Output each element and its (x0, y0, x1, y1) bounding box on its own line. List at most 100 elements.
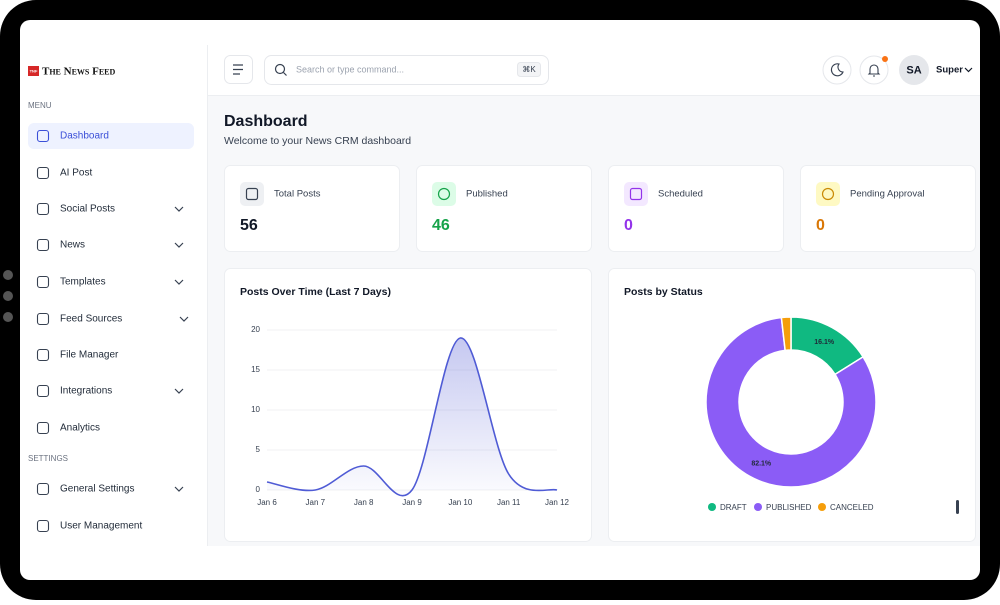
y-tick-label: 20 (251, 325, 260, 334)
shortcut: ⌘K (522, 65, 536, 74)
nav-chevron (174, 388, 184, 394)
x-tick-label: Jan 9 (402, 498, 422, 507)
stat-value: 0 (624, 217, 633, 234)
logo-mark (28, 66, 39, 76)
user-chevron (964, 67, 973, 73)
nav-icon (36, 348, 50, 362)
line-area (267, 337, 557, 496)
nav-icon (36, 166, 50, 180)
stat-icon-bg (624, 182, 648, 206)
nav-icon (36, 202, 50, 216)
scrollbar (956, 500, 959, 514)
menu-heading: MENU (28, 101, 52, 110)
stat-value: 56 (240, 217, 258, 234)
nav-chevron (174, 279, 184, 285)
nav-icon (36, 384, 50, 398)
stat-icon (629, 187, 643, 201)
nav-item[interactable]: AI Post (60, 168, 92, 179)
x-tick-label: Jan 10 (448, 498, 473, 507)
nav-item[interactable]: File Manager (60, 350, 119, 361)
y-tick-label: 5 (256, 445, 261, 454)
nav-item[interactable]: Social Posts (60, 204, 115, 215)
nav-chevron (174, 486, 184, 492)
shortcut-chip (517, 62, 541, 77)
nav-icon (36, 275, 50, 289)
stat-label: Scheduled (658, 189, 703, 200)
nav-icon (36, 482, 50, 496)
legend-label: DRAFT (720, 503, 747, 512)
pie-slice (780, 316, 792, 352)
nav-item[interactable]: Feed Sources (60, 314, 122, 325)
pie-slice (705, 316, 877, 488)
stat-card (416, 165, 592, 252)
value-label: 82.1% (751, 461, 772, 468)
menu-icon (233, 64, 243, 75)
nav-icon (36, 129, 50, 143)
avatar-initials: SA (906, 64, 921, 76)
nav-chevron (174, 206, 184, 212)
legend-swatch (754, 503, 762, 511)
nav-item[interactable]: Integrations (60, 386, 112, 397)
search-box[interactable] (264, 55, 549, 85)
x-tick-label: Jan 12 (545, 498, 570, 507)
search-icon (283, 72, 287, 76)
page-title: Dashboard (224, 113, 308, 130)
notification-dot (882, 56, 888, 62)
active-item-bg (28, 123, 194, 149)
notifications[interactable] (859, 55, 889, 85)
nav-chevron (174, 242, 184, 248)
x-tick-label: Jan 11 (497, 498, 521, 507)
device-button (3, 270, 13, 280)
line (266, 337, 558, 497)
theme-toggle[interactable] (822, 55, 852, 85)
stat-value: 46 (432, 217, 450, 234)
nav-chevron (179, 316, 189, 322)
nav-item[interactable]: Templates (60, 277, 106, 288)
stat-card (800, 165, 976, 252)
legend-label: CANCELED (830, 503, 874, 512)
chart-title: Posts Over Time (Last 7 Days) (240, 286, 391, 298)
stats: Total Posts 56 Published 46 Scheduled 0 Pendin… (224, 165, 976, 252)
nav-item[interactable]: General Settings (60, 484, 135, 495)
stat-card (224, 165, 400, 252)
brand-name: The News Feed (42, 66, 116, 78)
stat-label: Published (466, 189, 508, 200)
nav-item[interactable]: Dashboard (60, 131, 109, 142)
y-tick-label: 10 (251, 405, 260, 414)
nav-item[interactable]: News (60, 240, 85, 251)
x-tick-label: Jan 8 (354, 498, 374, 507)
nav-icon (36, 421, 50, 435)
nav-icon (36, 312, 50, 326)
nav-icon (36, 519, 50, 533)
nav-icon (36, 238, 50, 252)
stat-label: Pending Approval (850, 189, 924, 200)
logo-text: TNF (30, 69, 38, 74)
stat-icon-bg (240, 182, 264, 206)
stat-icon (821, 187, 835, 201)
value-label: 16.1% (814, 339, 835, 346)
stat-value: 0 (816, 217, 825, 234)
nav-item[interactable]: User Management (60, 521, 142, 532)
bell-icon (867, 64, 881, 77)
stat-label: Total Posts (274, 189, 321, 200)
x-tick-label: Jan 6 (257, 498, 277, 507)
legend-swatch (708, 503, 716, 511)
legend-label: PUBLISHED (766, 503, 812, 512)
y-tick-label: 0 (256, 485, 261, 494)
sidebar: Dashboard AI Post Social Posts News Template… (36, 129, 189, 533)
stat-card (608, 165, 784, 252)
charts: Posts Over Time (Last 7 Days) 0 5 10 15 20 Jan… (240, 286, 877, 512)
search-placeholder: Search or type command... (296, 64, 404, 74)
page-subtitle: Welcome to your News CRM dashboard (224, 135, 411, 147)
x-tick-label: Jan 7 (306, 498, 326, 507)
avatar[interactable] (899, 55, 929, 85)
stat-icon (245, 187, 259, 201)
stat-icon (437, 187, 451, 201)
nav-item[interactable]: Analytics (60, 423, 100, 434)
stat-icon-bg (816, 182, 840, 206)
stat-icon-bg (432, 182, 456, 206)
user-name[interactable]: Super (936, 65, 963, 76)
settings-heading: SETTINGS (28, 454, 68, 463)
y-tick-label: 15 (251, 365, 260, 374)
